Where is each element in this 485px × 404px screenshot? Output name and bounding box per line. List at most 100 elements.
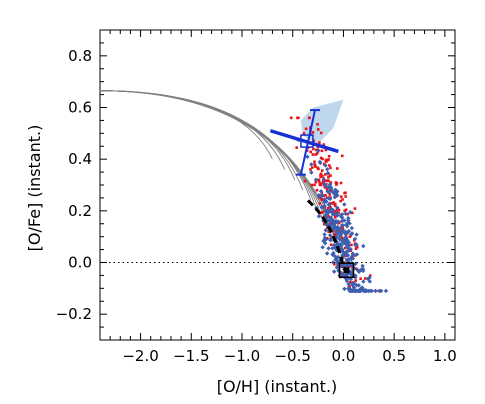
blue-point-317 (342, 202, 347, 207)
red-point-197 (320, 149, 324, 153)
red-point-226 (329, 181, 333, 184)
blue-point-246 (334, 258, 339, 263)
blue-point-311 (350, 252, 356, 258)
y-tick-label: 0.6 (68, 99, 92, 117)
red-point-20 (319, 172, 323, 176)
red-point-138 (340, 265, 344, 269)
red-point-167 (319, 211, 323, 215)
red-point-38 (348, 264, 352, 268)
axis-ticks: −2.0 −1.5 −1.0 −0.5 0.0 0.5 1.0 −0.2 0.0 0.2 0.4 0.… (56, 29, 457, 365)
red-point-143 (319, 175, 322, 179)
blue-point-242 (350, 256, 356, 261)
blue-point-292 (348, 272, 354, 277)
model-track-10 (99, 90, 340, 253)
red-point-74 (318, 141, 321, 144)
blue-point-264 (348, 288, 353, 294)
blue-point-321 (337, 233, 343, 239)
red-point-62 (324, 148, 328, 152)
blue-point-289 (320, 205, 326, 210)
blue-point-286 (325, 189, 330, 194)
red-point-126 (321, 157, 324, 161)
blue-point-57 (344, 224, 350, 229)
red-point-229 (334, 209, 338, 213)
red-point-130 (359, 277, 362, 280)
red-point-26 (327, 154, 331, 158)
red-point-12 (313, 160, 316, 164)
red-point-158 (320, 169, 324, 172)
blue-point-315 (319, 193, 324, 199)
blue-point-274 (337, 236, 343, 242)
blue-point-318 (353, 288, 359, 293)
red-point-132 (351, 211, 354, 215)
red-point-154 (327, 230, 330, 234)
blue-point-323 (359, 267, 365, 272)
x-axis-title: [O/H] (instant.) (217, 377, 338, 396)
dashed-track (306, 199, 345, 268)
red-point-214 (318, 183, 322, 187)
blue-point-142 (316, 148, 321, 153)
red-point-128 (329, 174, 332, 177)
blue-point-36 (360, 263, 365, 269)
blue-point-293 (347, 221, 352, 226)
red-point-207 (335, 183, 338, 186)
red-point-133 (346, 212, 349, 216)
blue-point-46 (346, 281, 351, 287)
blue-point-294 (344, 252, 349, 258)
blue-point-277 (356, 288, 362, 294)
blue-point-325 (359, 285, 365, 290)
blue-point-276 (328, 216, 334, 221)
blue-point-109 (331, 269, 337, 274)
red-point-24 (354, 279, 358, 282)
red-point-187 (313, 163, 317, 166)
blue-point-239 (328, 238, 333, 243)
model-track-7 (99, 90, 324, 222)
blue-point-87 (326, 246, 331, 251)
blue-point-299 (339, 214, 345, 220)
red-point-220 (344, 191, 347, 195)
red-point-100 (327, 176, 330, 179)
red-point-103 (326, 179, 330, 182)
blue-point-192 (318, 189, 324, 194)
blue-point-225 (321, 177, 327, 182)
red-point-41 (322, 222, 326, 226)
red-point-153 (314, 180, 318, 184)
shaded-region-polygon (300, 99, 344, 144)
blue-point-254 (353, 242, 358, 248)
red-point-216 (315, 152, 319, 155)
blue-point-326 (326, 184, 332, 190)
dashed-track-line (306, 199, 345, 268)
red-point-112 (339, 181, 343, 185)
blue-point-251 (352, 236, 358, 242)
x-tick-label: −2.0 (122, 347, 158, 365)
red-point-77 (332, 210, 335, 214)
blue-point-266 (332, 224, 337, 229)
blue-point-209 (322, 235, 328, 241)
red-point-87 (315, 188, 319, 192)
red-point-69 (307, 116, 311, 120)
red-point-165 (314, 164, 317, 168)
blue-point-298 (338, 226, 343, 232)
solar-reference-box (338, 262, 355, 278)
red-point-61 (344, 195, 347, 198)
blue-point-75 (373, 288, 378, 294)
blue-point-328 (323, 241, 328, 246)
red-point-184 (329, 243, 333, 247)
red-point-122 (317, 180, 321, 183)
red-point-171 (350, 243, 353, 247)
blue-point-129 (361, 279, 366, 284)
blue-points (295, 137, 389, 294)
blue-point-327 (335, 226, 340, 232)
blue-point-305 (334, 265, 340, 270)
red-point-78 (348, 235, 352, 239)
model-track-6 (99, 90, 318, 211)
blue-point-319 (323, 208, 328, 213)
red-point-55 (313, 183, 316, 187)
blue-point-235 (377, 288, 383, 294)
red-point-135 (326, 206, 330, 210)
y-tick-label: 0.8 (68, 47, 92, 65)
blue-point-268 (342, 286, 347, 292)
red-point-2 (325, 183, 328, 186)
red-point-5 (353, 254, 357, 257)
red-point-17 (309, 150, 312, 154)
